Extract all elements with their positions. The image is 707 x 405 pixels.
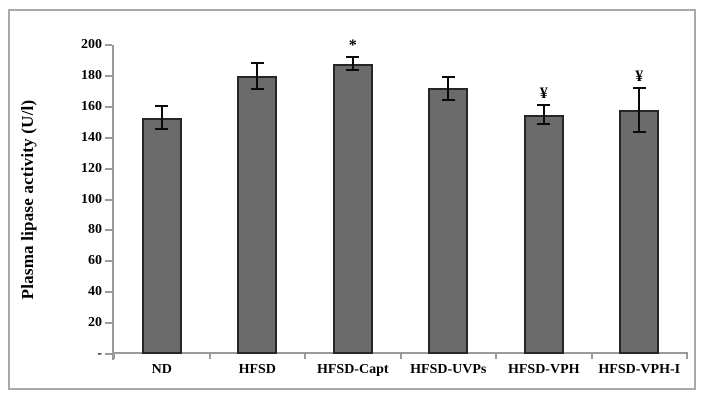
y-axis-title: Plasma lipase activity (U/l) <box>18 99 37 300</box>
x-tick-mark <box>304 352 306 359</box>
y-tick-label: 80 <box>88 222 102 238</box>
error-bar-cap-bottom <box>441 98 455 101</box>
x-tick-mark <box>686 352 688 359</box>
x-tick-mark <box>495 352 497 359</box>
bar-HFSD-VPH <box>523 114 564 354</box>
error-bar-cap-bottom <box>155 127 169 130</box>
y-tick-label: 180 <box>81 67 102 83</box>
y-tick-mark <box>105 229 112 232</box>
x-axis-label-HFSD: HFSD <box>238 362 276 377</box>
error-bar-line <box>447 75 450 101</box>
x-axis-label-ND: ND <box>151 362 172 377</box>
error-bar-cap-bottom <box>537 123 551 126</box>
bar-HFSD-VPH-I <box>619 109 660 354</box>
error-bar-cap-top <box>250 62 264 64</box>
error-bar-cap-top <box>155 105 169 108</box>
error-bar-line <box>351 55 354 72</box>
y-tick-mark <box>105 44 112 46</box>
y-tick-label: 140 <box>81 129 102 145</box>
error-bar-cap-bottom <box>250 87 264 90</box>
y-tick-label: 100 <box>81 191 102 207</box>
significance-marker: * <box>348 36 357 54</box>
y-tick-label: 40 <box>88 284 102 300</box>
plot-area: 200 180 160 140 120 100 80 60 40 20 - * ¥ ¥ ND HFSD HF… <box>81 37 688 377</box>
error-bar-cap-top <box>632 86 646 89</box>
error-bar-line <box>638 86 641 134</box>
y-tick-mark <box>105 74 112 77</box>
x-axis-label-HFSD-VPH-I: HFSD-VPH-I <box>598 362 681 377</box>
y-tick-label: 120 <box>81 160 102 176</box>
y-tick-mark <box>105 167 112 170</box>
y-tick-mark <box>105 260 112 263</box>
x-tick-mark <box>399 352 402 359</box>
bar-HFSD-UVPs <box>428 88 469 354</box>
significance-marker: ¥ <box>635 67 644 85</box>
bar-HFSD-Capt <box>332 63 373 354</box>
y-tick-mark <box>105 198 112 201</box>
error-bar-line <box>256 62 259 90</box>
error-bar-cap-top <box>537 103 551 106</box>
y-tick-mark <box>105 291 112 294</box>
x-tick-mark <box>113 352 115 359</box>
error-bar-cap-top <box>346 55 360 58</box>
y-tick-label: 60 <box>88 253 102 269</box>
error-bar-cap-bottom <box>632 131 646 134</box>
y-tick-mark <box>105 105 112 108</box>
significance-marker: ¥ <box>539 84 548 102</box>
y-tick-label: 200 <box>81 37 102 52</box>
error-bar-cap-top <box>441 75 455 78</box>
y-axis-line <box>112 45 114 360</box>
y-tick-mark <box>105 322 112 325</box>
y-tick-label: 160 <box>81 98 102 114</box>
y-tick-label: - <box>97 346 102 361</box>
y-tick-mark <box>105 353 112 355</box>
error-bar-cap-bottom <box>346 69 360 72</box>
x-axis-label-HFSD-VPH: HFSD-VPH <box>507 362 580 377</box>
x-tick-mark <box>590 352 593 359</box>
y-tick-label: 20 <box>88 315 102 331</box>
figure-frame <box>8 9 696 390</box>
x-axis-label-HFSD-UVPs: HFSD-UVPs <box>410 362 487 377</box>
y-tick-mark <box>105 136 112 139</box>
bar-HFSD <box>237 75 278 354</box>
x-tick-mark <box>208 352 211 359</box>
bar-ND <box>141 117 182 354</box>
error-bar-line <box>542 103 545 126</box>
x-axis-label-HFSD-Capt: HFSD-Capt <box>316 362 389 377</box>
error-bar-line <box>160 105 163 130</box>
